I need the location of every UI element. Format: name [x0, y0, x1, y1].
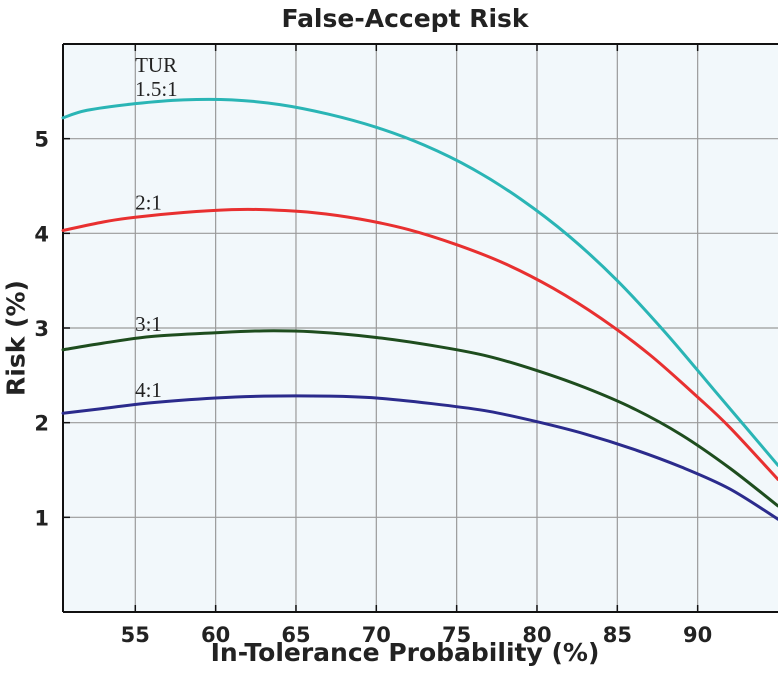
x-tick-label: 70 — [362, 623, 391, 647]
x-tick-label: 60 — [201, 623, 230, 647]
series-line-0 — [61, 97, 778, 467]
series-label-0: 1.5:1 — [135, 77, 178, 101]
x-tick-label: 80 — [522, 623, 551, 647]
y-tick-label: 1 — [34, 506, 49, 530]
x-tick-label: 85 — [603, 623, 632, 647]
y-tick-label: 2 — [34, 412, 49, 436]
series-line-3 — [61, 394, 778, 521]
series-label-3: 4:1 — [135, 378, 162, 402]
x-axis-label: In-Tolerance Probability (%) — [210, 638, 600, 667]
series-line-1 — [61, 207, 778, 481]
y-tick-label: 4 — [34, 222, 49, 246]
x-tick-label: 90 — [683, 623, 712, 647]
x-tick-label: 55 — [121, 623, 150, 647]
chart-title: False-Accept Risk — [281, 4, 529, 33]
series-line-2 — [61, 329, 778, 508]
x-tick-label: 75 — [442, 623, 471, 647]
series-label-2: 3:1 — [135, 312, 162, 336]
y-tick-label: 5 — [34, 128, 49, 152]
legend-title: TUR — [135, 53, 177, 77]
x-tick-label: 65 — [281, 623, 310, 647]
series-label-1: 2:1 — [135, 191, 162, 215]
y-tick-label: 3 — [34, 317, 49, 341]
